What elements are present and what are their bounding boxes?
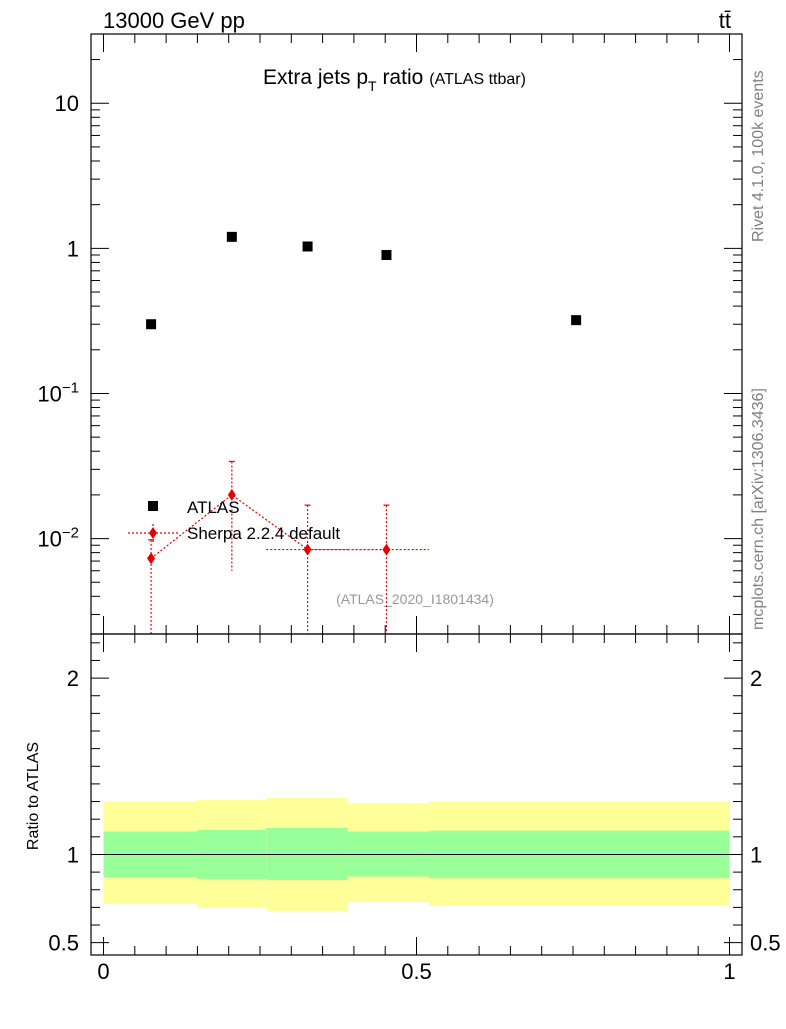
energy-label: 13000 GeV pp — [103, 8, 245, 33]
x-tick-label-0.5: 0.5 — [401, 959, 432, 984]
rivet-label: Rivet 4.1.0, 100k events — [750, 70, 767, 242]
y-tick-label-0.01: 10−2 — [37, 525, 79, 552]
legend-sherpa-marker — [149, 527, 157, 539]
atlas-point — [381, 249, 392, 260]
ratio-y-tick-label-1: 1 — [67, 842, 79, 867]
legend-sherpa-label: Sherpa 2.2.4 default — [187, 524, 340, 543]
sherpa-line — [150, 494, 387, 559]
main-y-tick-labels: 10 1 10−1 10−2 — [37, 91, 79, 551]
atlas-point — [302, 241, 313, 252]
ratio-y-tick-label-right-0.5: 0.5 — [750, 931, 781, 956]
ratio-y-tick-labels-right: 2 1 0.5 — [750, 666, 781, 956]
sherpa-point — [147, 552, 156, 565]
mcplots-label: mcplots.cern.ch [arXiv:1306.3436] — [750, 388, 767, 630]
ratio-panel-frame — [90, 633, 743, 956]
main-axis-ticks — [91, 33, 742, 634]
sherpa-point — [303, 543, 312, 556]
ratio-y-axis-label: Ratio to ATLAS — [25, 742, 42, 850]
ratio-axis-ticks — [91, 634, 742, 955]
ratio-y-tick-label-right-1: 1 — [750, 842, 762, 867]
atlas-point — [146, 319, 157, 330]
sherpa-point — [382, 543, 391, 556]
ratio-y-tick-label-right-2: 2 — [750, 666, 762, 691]
ratio-y-tick-labels-left: 2 1 0.5 — [48, 666, 79, 956]
y-tick-label-0.1: 10−1 — [37, 379, 79, 406]
legend-atlas-label: ATLAS — [187, 498, 240, 517]
chart-title: Extra jets pT ratio (ATLAS ttbar) — [263, 66, 526, 94]
legend-atlas-marker — [148, 501, 158, 511]
analysis-id: (ATLAS_2020_I1801434) — [336, 591, 494, 607]
legend: ATLAS Sherpa 2.2.4 default — [128, 498, 340, 543]
ratio-y-tick-label-0.5: 0.5 — [48, 931, 79, 956]
ratio-x-tick-labels: 0 0.5 1 — [97, 959, 735, 984]
atlas-point — [226, 231, 237, 242]
process-label: tt̄ — [719, 8, 731, 33]
y-tick-label-10: 10 — [55, 91, 79, 116]
x-tick-label-0: 0 — [97, 959, 109, 984]
ratio-y-tick-label-2: 2 — [67, 666, 79, 691]
main-panel-frame — [90, 33, 743, 635]
sherpa-point — [227, 488, 236, 501]
x-tick-label-1: 1 — [723, 959, 735, 984]
atlas-point — [571, 315, 582, 326]
y-tick-label-1: 1 — [67, 236, 79, 261]
main-data-layer — [146, 231, 582, 634]
